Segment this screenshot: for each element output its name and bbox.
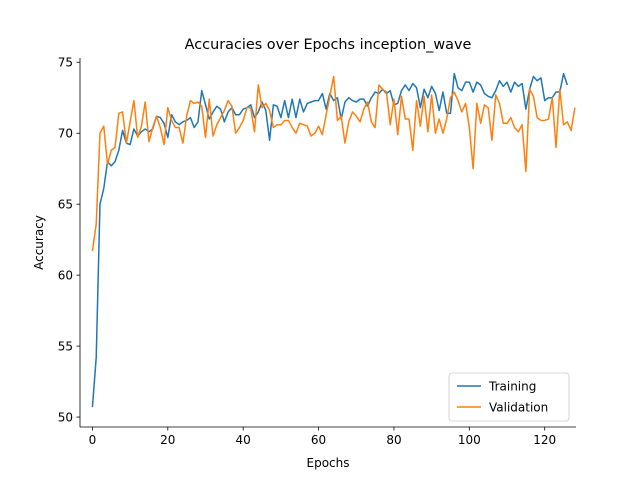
- plot-area: 0 20 40 60 80 100 120 50 55 60 65 70 75: [58, 56, 576, 447]
- y-tick-label: 50: [58, 410, 73, 424]
- chart-title: Accuracies over Epochs inception_wave: [185, 37, 472, 53]
- y-tick-label: 75: [58, 56, 73, 70]
- y-tick-label: 60: [58, 268, 73, 282]
- y-axis-label: Accuracy: [32, 215, 46, 270]
- series-layer: [91, 72, 576, 408]
- series-line-training: [91, 72, 569, 408]
- series-line-validation: [91, 75, 576, 252]
- y-tick-label: 65: [58, 197, 73, 211]
- x-tick-label: 120: [533, 433, 556, 447]
- legend-label-validation: Validation: [489, 400, 548, 414]
- legend-label-training: Training: [488, 379, 536, 393]
- x-axis-label: Epochs: [307, 456, 350, 470]
- x-tick-label: 20: [160, 433, 175, 447]
- legend: Training Validation: [448, 372, 570, 422]
- y-tick-label: 70: [58, 127, 73, 141]
- x-tick-label: 60: [311, 433, 326, 447]
- y-tick-label: 55: [58, 339, 73, 353]
- x-axis-ticks: 0 20 40 60 80 100 120: [89, 427, 556, 447]
- y-axis-ticks: 50 55 60 65 70 75: [58, 56, 80, 424]
- x-tick-label: 40: [236, 433, 251, 447]
- x-tick-label: 0: [89, 433, 97, 447]
- legend-box: [448, 372, 570, 422]
- x-tick-label: 100: [458, 433, 481, 447]
- x-tick-label: 80: [386, 433, 401, 447]
